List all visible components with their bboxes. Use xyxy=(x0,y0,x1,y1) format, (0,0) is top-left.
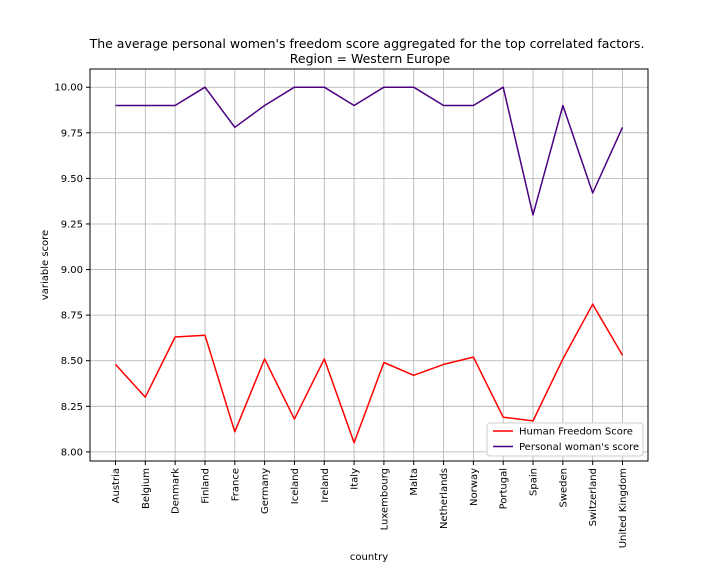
x-tick-label: Italy xyxy=(350,468,361,490)
y-tick-label: 10.00 xyxy=(54,83,83,94)
y-tick-label: 8.75 xyxy=(61,311,83,322)
x-tick-label: Germany xyxy=(260,468,271,514)
legend-label-1: Personal woman's score xyxy=(519,442,639,453)
legend-box xyxy=(486,422,644,457)
chart-subtitle: Region = Western Europe xyxy=(290,51,451,66)
x-tick-label: Norway xyxy=(469,468,480,506)
x-tick-label: Netherlands xyxy=(439,468,450,529)
y-axis: 8.00 8.25 8.50 8.75 9.00 9.25 9.50 9.75 10.00 xyxy=(54,83,90,458)
y-tick-label: 9.50 xyxy=(61,174,83,185)
x-tick-label: Finland xyxy=(200,468,211,504)
x-tick-label: United Kingdom xyxy=(618,468,629,548)
grid xyxy=(90,69,648,461)
legend: Human Freedom Score Personal woman's scor… xyxy=(486,422,644,457)
series-lines xyxy=(114,86,624,444)
x-tick-label: Luxembourg xyxy=(379,468,390,530)
chart-title: The average personal women's freedom sco… xyxy=(89,36,645,51)
legend-label-0: Human Freedom Score xyxy=(519,427,633,438)
y-tick-label: 9.25 xyxy=(61,219,83,230)
y-tick-label: 9.00 xyxy=(61,265,83,276)
x-tick-label: Malta xyxy=(409,468,420,496)
x-axis: Austria Belgium Denmark Finland France German… xyxy=(111,461,629,548)
y-tick-label: 8.00 xyxy=(61,447,83,458)
x-tick-label: Switzerland xyxy=(588,468,599,526)
x-tick-label: Belgium xyxy=(141,468,152,509)
x-tick-label: Portugal xyxy=(499,468,510,509)
x-tick-label: Sweden xyxy=(558,468,569,508)
x-axis-label: country xyxy=(350,552,388,563)
y-tick-label: 9.75 xyxy=(61,128,83,139)
y-tick-label: 8.25 xyxy=(61,402,83,413)
x-tick-label: France xyxy=(230,468,241,501)
y-axis-label: variable score xyxy=(40,230,51,300)
x-tick-label: Iceland xyxy=(290,468,301,504)
series-line-0 xyxy=(114,303,624,444)
x-tick-label: Ireland xyxy=(320,468,331,503)
y-tick-label: 8.50 xyxy=(61,356,83,367)
series-line-1 xyxy=(115,86,624,216)
plot-frame xyxy=(89,68,649,462)
x-tick-label: Denmark xyxy=(171,468,182,514)
x-tick-label: Spain xyxy=(529,468,540,496)
x-tick-label: Austria xyxy=(111,468,122,503)
